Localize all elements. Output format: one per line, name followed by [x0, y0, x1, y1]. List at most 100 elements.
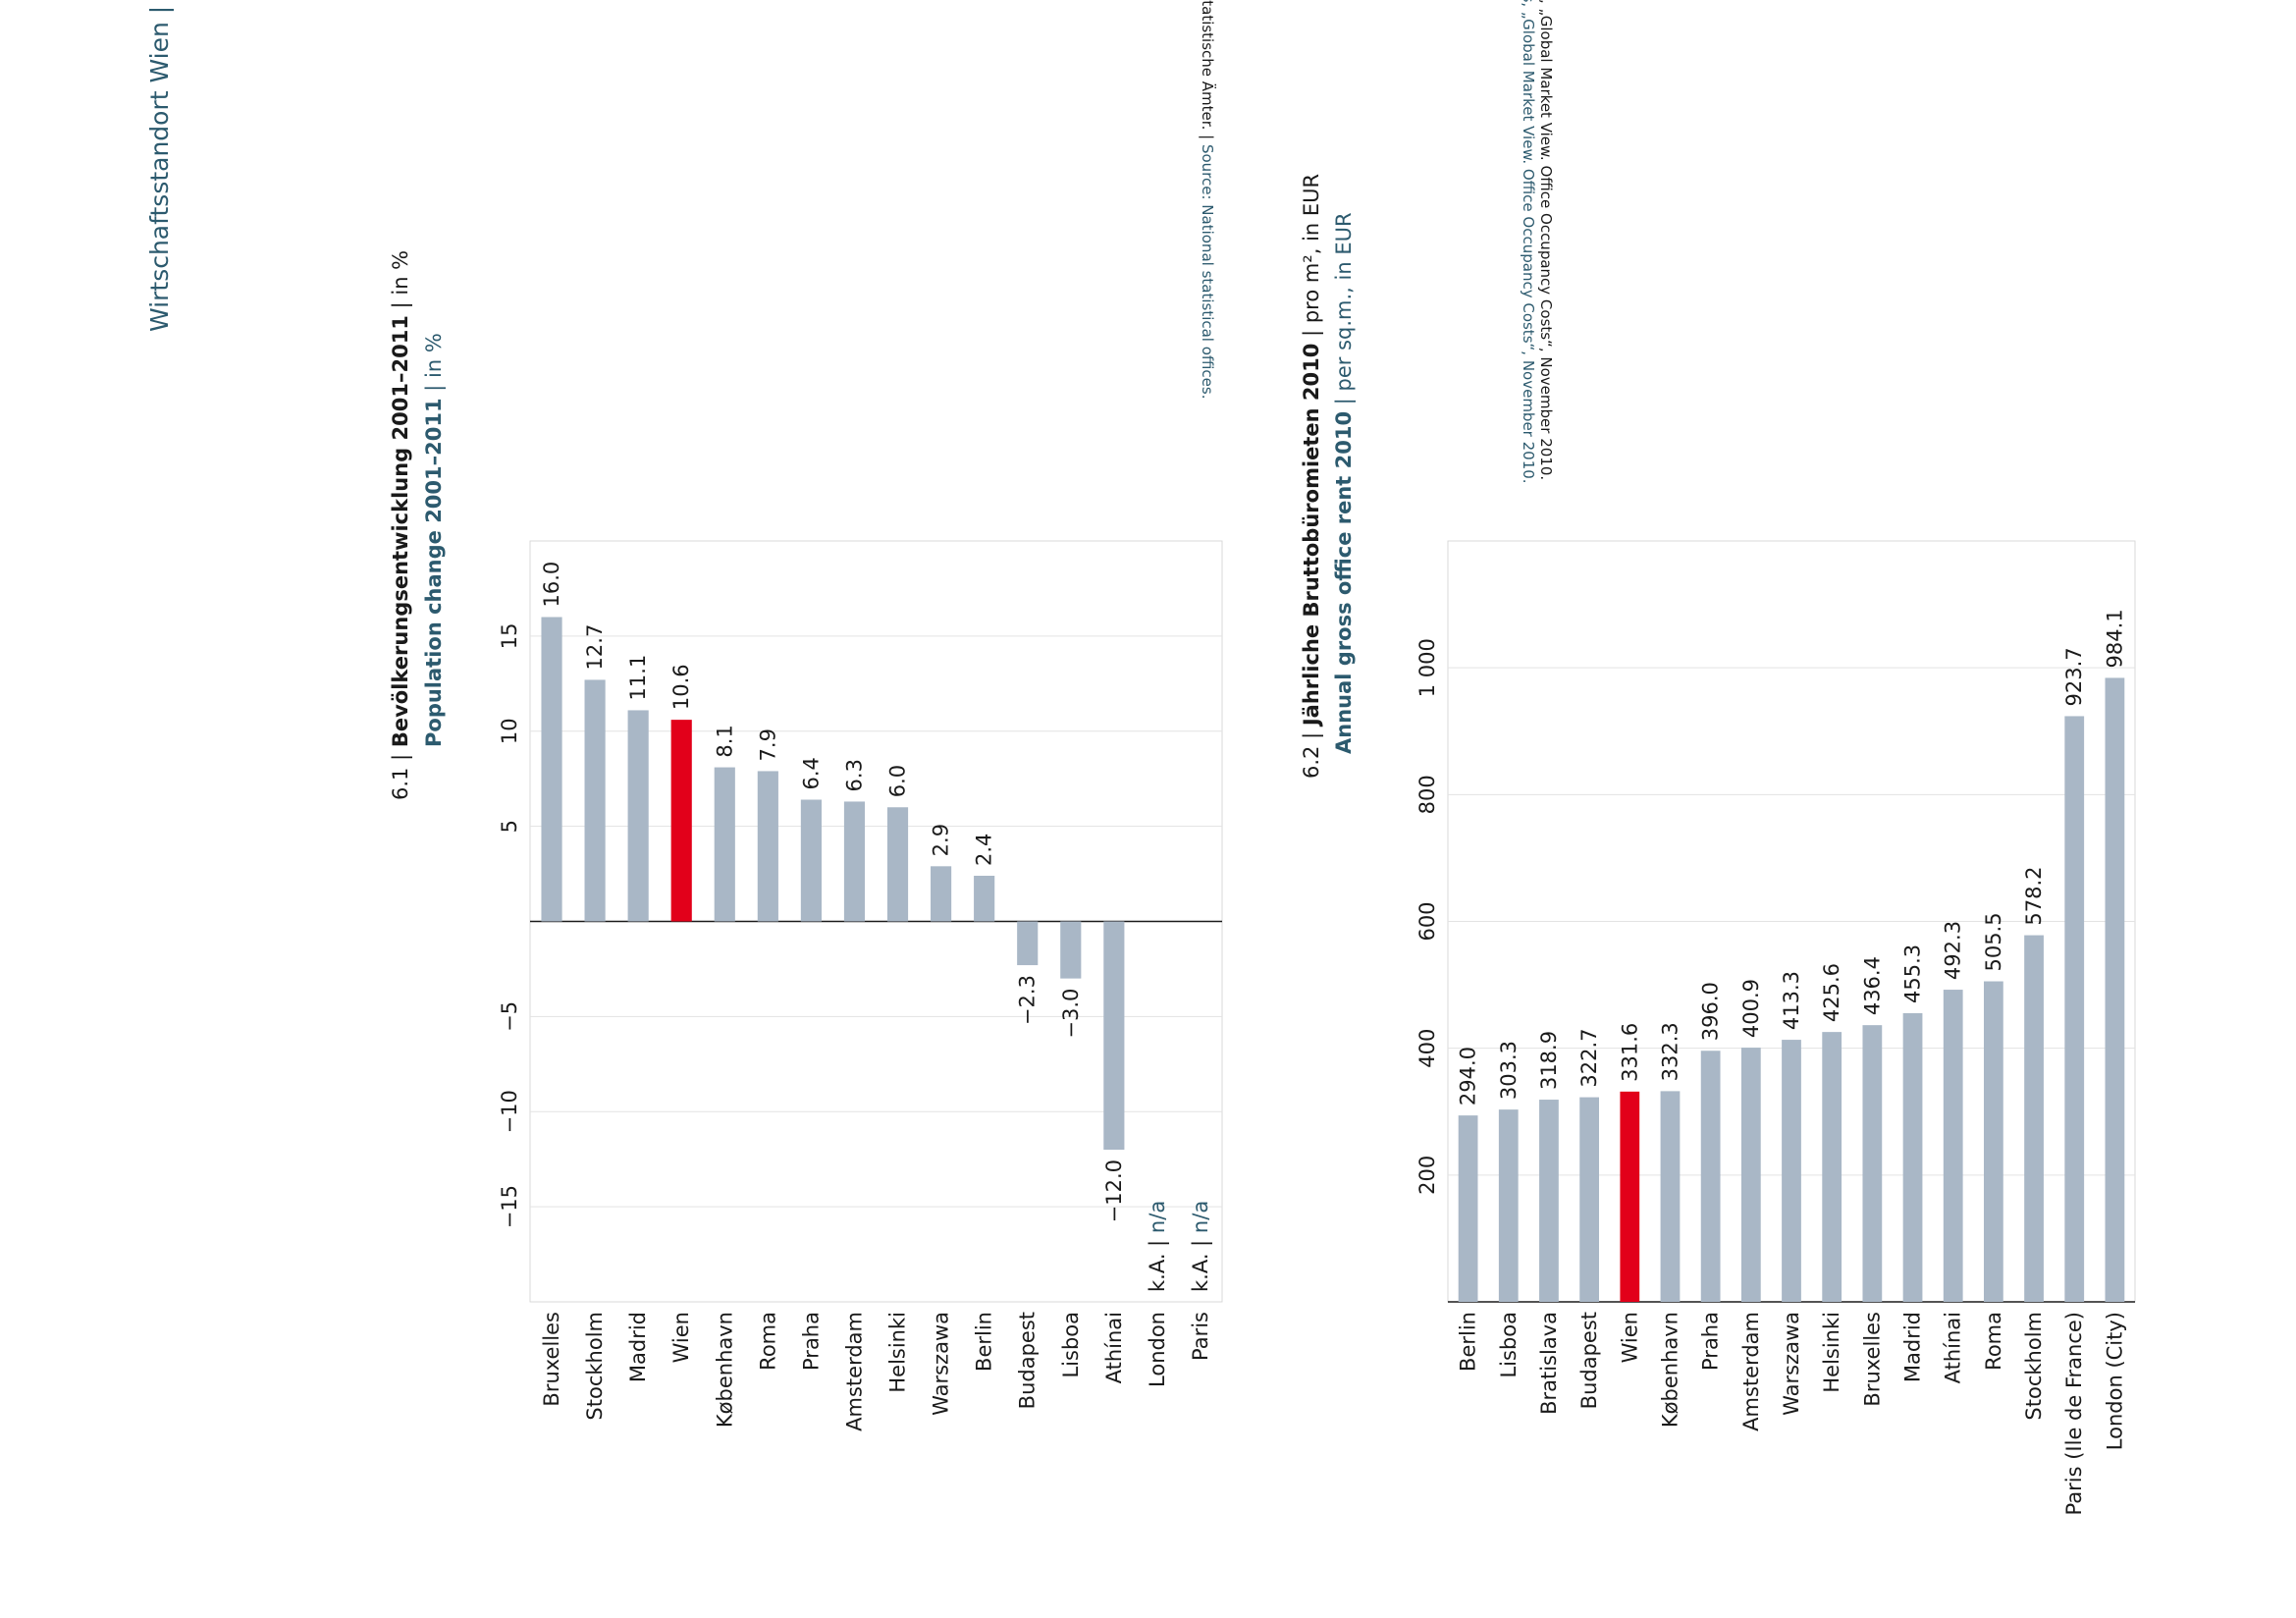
data-label: 7.9: [756, 728, 779, 761]
tick-label: −15: [498, 1185, 521, 1228]
data-label: 984.1: [2103, 609, 2126, 668]
category-label: Wien: [669, 1312, 693, 1363]
category-label: Warszawa: [1780, 1312, 1803, 1416]
bar-budapest: [1579, 1097, 1600, 1302]
tick-label: −5: [498, 1001, 521, 1032]
category-label: Wien: [1618, 1312, 1641, 1363]
data-label: 332.3: [1658, 1022, 1682, 1081]
category-label: København: [713, 1312, 736, 1428]
category-label: Budapest: [1016, 1312, 1040, 1409]
data-label: 6.3: [842, 759, 866, 791]
bar-ath-nai: [1943, 990, 1963, 1302]
category-label: Roma: [756, 1312, 779, 1371]
bar-warszawa: [931, 866, 952, 922]
bar-bruxelles: [541, 617, 562, 922]
category-label: Lisboa: [1497, 1312, 1521, 1378]
bar-ath-nai: [1103, 921, 1125, 1150]
bar-praha: [1700, 1051, 1721, 1302]
bar-madrid: [627, 710, 649, 922]
category-label: Stockholm: [2022, 1312, 2046, 1421]
category-label: Madrid: [1901, 1312, 1925, 1382]
data-label: 425.6: [1820, 963, 1843, 1022]
tick-label: 400: [1415, 1029, 1439, 1068]
category-label: Bruxelles: [1860, 1312, 1884, 1407]
data-label: 6.4: [799, 757, 823, 789]
category-label: Bratislava: [1537, 1312, 1561, 1415]
category-label: Praha: [799, 1312, 823, 1371]
data-label: 10.6: [669, 664, 693, 710]
category-label: Berlin: [973, 1312, 996, 1372]
data-label: 436.4: [1860, 956, 1884, 1015]
category-label: Berlin: [1457, 1312, 1480, 1372]
data-label: 455.3: [1901, 944, 1925, 1003]
data-label: 396.0: [1699, 982, 1723, 1041]
tick-label: −10: [498, 1090, 521, 1133]
bar-helsinki: [886, 807, 909, 922]
category-label: Warszawa: [930, 1312, 953, 1416]
category-label: Praha: [1699, 1312, 1723, 1371]
data-label: 11.1: [626, 655, 650, 701]
bar-stockholm: [584, 679, 606, 922]
bar-helsinki: [1822, 1032, 1842, 1302]
data-label: 331.6: [1618, 1023, 1641, 1082]
category-label: Athínai: [1102, 1312, 1126, 1383]
category-label: Bruxelles: [540, 1312, 563, 1407]
tick-label: 1 000: [1415, 638, 1439, 697]
category-label: Madrid: [626, 1312, 650, 1382]
category-label: Helsinki: [1820, 1312, 1843, 1393]
category-label: Athínai: [1942, 1312, 1965, 1383]
category-label: Budapest: [1577, 1312, 1601, 1409]
category-label: Amsterdam: [842, 1312, 866, 1431]
bar-madrid: [1902, 1012, 1923, 1302]
category-label: Roma: [1982, 1312, 2005, 1371]
category-label: Lisboa: [1059, 1312, 1083, 1378]
bar-wien: [1620, 1091, 1640, 1302]
category-label: Helsinki: [886, 1312, 910, 1393]
data-label: 12.7: [583, 624, 607, 671]
data-label: 492.3: [1942, 921, 1965, 980]
tick-label: 800: [1415, 775, 1439, 814]
category-label: London (City): [2103, 1312, 2126, 1450]
category-label: Stockholm: [583, 1312, 607, 1421]
bar-warszawa: [1782, 1040, 1801, 1302]
bar-roma: [757, 771, 778, 922]
bar-wien: [670, 720, 692, 922]
data-label: −12.0: [1102, 1160, 1126, 1222]
na-label: k.A. | n/a: [1189, 1201, 1213, 1292]
data-label: −2.3: [1016, 975, 1040, 1025]
bar-berlin: [974, 876, 995, 922]
bar-budapest: [1017, 921, 1039, 966]
na-label: k.A. | n/a: [1146, 1201, 1170, 1292]
data-label: −3.0: [1059, 989, 1083, 1039]
data-label: 8.1: [713, 725, 736, 757]
bar-paris-ile-de-france-: [2064, 716, 2085, 1302]
data-label: 303.3: [1497, 1041, 1521, 1100]
category-label: Paris: [1189, 1312, 1212, 1361]
data-label: 294.0: [1457, 1047, 1480, 1106]
bar-amsterdam: [1740, 1048, 1761, 1302]
data-label: 16.0: [540, 562, 563, 608]
bar-amsterdam: [843, 801, 866, 922]
bar-bratislava: [1539, 1100, 1559, 1302]
data-label: 400.9: [1739, 979, 1763, 1038]
data-label: 578.2: [2022, 866, 2046, 925]
category-label: Amsterdam: [1739, 1312, 1763, 1431]
data-label: 413.3: [1780, 971, 1803, 1030]
bar-roma: [1984, 981, 2003, 1302]
category-label: Paris (Ile de France): [2062, 1312, 2086, 1515]
data-label: 6.0: [886, 765, 910, 797]
category-label: København: [1658, 1312, 1682, 1428]
bar-lisboa: [1498, 1109, 1519, 1302]
data-label: 322.7: [1577, 1028, 1601, 1087]
bar-london-city-: [2105, 677, 2125, 1302]
bar-stockholm: [2024, 935, 2044, 1302]
data-label: 505.5: [1982, 912, 2005, 971]
data-label: 2.9: [930, 824, 953, 856]
data-label: 923.7: [2062, 647, 2086, 706]
data-label: 318.9: [1537, 1031, 1561, 1090]
bar-bruxelles: [1862, 1025, 1883, 1302]
bar-berlin: [1458, 1115, 1478, 1302]
tick-label: 5: [498, 820, 521, 833]
